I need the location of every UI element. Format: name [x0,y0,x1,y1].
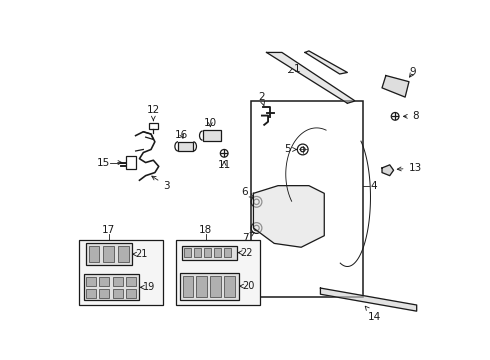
Polygon shape [253,186,324,247]
Bar [113,289,122,298]
Polygon shape [320,288,416,311]
Bar [86,243,132,265]
Text: 3: 3 [152,176,170,191]
Bar [182,246,237,260]
Text: 9: 9 [410,67,416,77]
Bar [176,239,260,305]
Text: 4: 4 [370,181,377,191]
Bar [103,247,114,262]
Polygon shape [267,53,355,103]
Text: 13: 13 [397,163,422,173]
Bar [194,248,201,257]
Text: 20: 20 [242,281,254,291]
Text: 18: 18 [199,225,212,235]
Bar [86,276,97,286]
Text: 1: 1 [289,64,301,73]
Text: 22: 22 [240,248,253,258]
Bar [89,247,99,262]
Text: 21: 21 [135,249,147,259]
Bar [210,276,221,297]
Text: 15: 15 [97,158,110,167]
Bar [84,274,140,300]
Bar [125,156,136,169]
Text: 5: 5 [284,144,296,154]
Bar [251,101,363,297]
Bar [99,289,109,298]
Bar [183,276,194,297]
Bar [204,248,211,257]
Bar [118,247,129,262]
Bar [203,130,221,141]
Bar [224,248,231,257]
Text: 11: 11 [218,160,231,170]
Bar [196,276,207,297]
Bar [214,248,221,257]
Text: 6: 6 [242,187,254,198]
Bar [224,276,235,297]
Text: 17: 17 [102,225,115,235]
Bar [125,276,136,286]
Polygon shape [382,165,393,176]
Polygon shape [382,76,409,97]
Bar [86,289,97,298]
Bar [125,289,136,298]
Polygon shape [305,51,347,74]
Bar [178,142,194,151]
Text: 14: 14 [365,306,381,321]
Bar [184,248,191,257]
Bar [149,122,158,130]
Bar [99,276,109,286]
Text: 2: 2 [258,92,265,105]
Text: 10: 10 [204,118,217,128]
Text: 7: 7 [242,232,254,243]
Text: 12: 12 [147,105,160,121]
Bar [113,276,122,286]
Text: 19: 19 [143,282,155,292]
Text: 8: 8 [403,111,418,121]
Text: 16: 16 [175,130,189,140]
Bar [180,273,239,300]
Bar [79,239,163,305]
